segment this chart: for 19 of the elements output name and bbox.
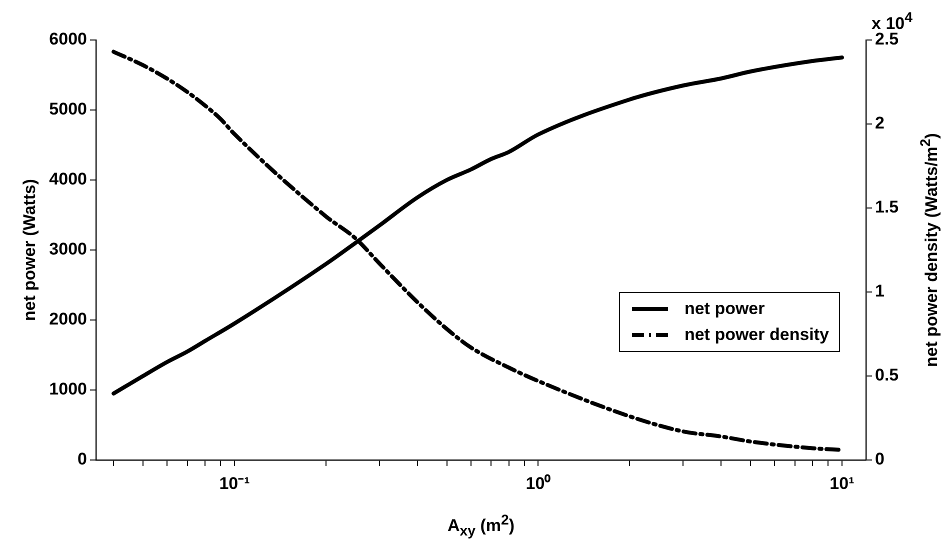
x-axis-title: A$_{xy}$ (m$^{2}$): [447, 512, 515, 540]
y2-tick-label: 0: [875, 450, 884, 469]
y-tick-label: 3000: [49, 240, 87, 259]
y2-tick-label: 0.5: [875, 366, 899, 385]
y2-tick-label: 1.5: [875, 198, 899, 217]
x-tick-label: 10⁰: [526, 474, 551, 493]
legend-label: net power: [684, 299, 765, 319]
y-tick-label: 1000: [49, 380, 87, 399]
y-tick-label: 0: [78, 450, 87, 469]
y-tick-label: 6000: [49, 30, 87, 49]
x-tick-label: 10⁻¹: [219, 474, 250, 493]
y-tick-label: 2000: [49, 310, 87, 329]
y2-tick-label: 1: [875, 282, 884, 301]
y-tick-label: 4000: [49, 170, 87, 189]
y2-tick-label: 2: [875, 114, 884, 133]
y-tick-label: 5000: [49, 100, 87, 119]
y-axis-title: net power (Watts): [20, 179, 40, 321]
x-tick-label: 10¹: [830, 474, 855, 493]
legend-label: net power density: [684, 325, 829, 345]
